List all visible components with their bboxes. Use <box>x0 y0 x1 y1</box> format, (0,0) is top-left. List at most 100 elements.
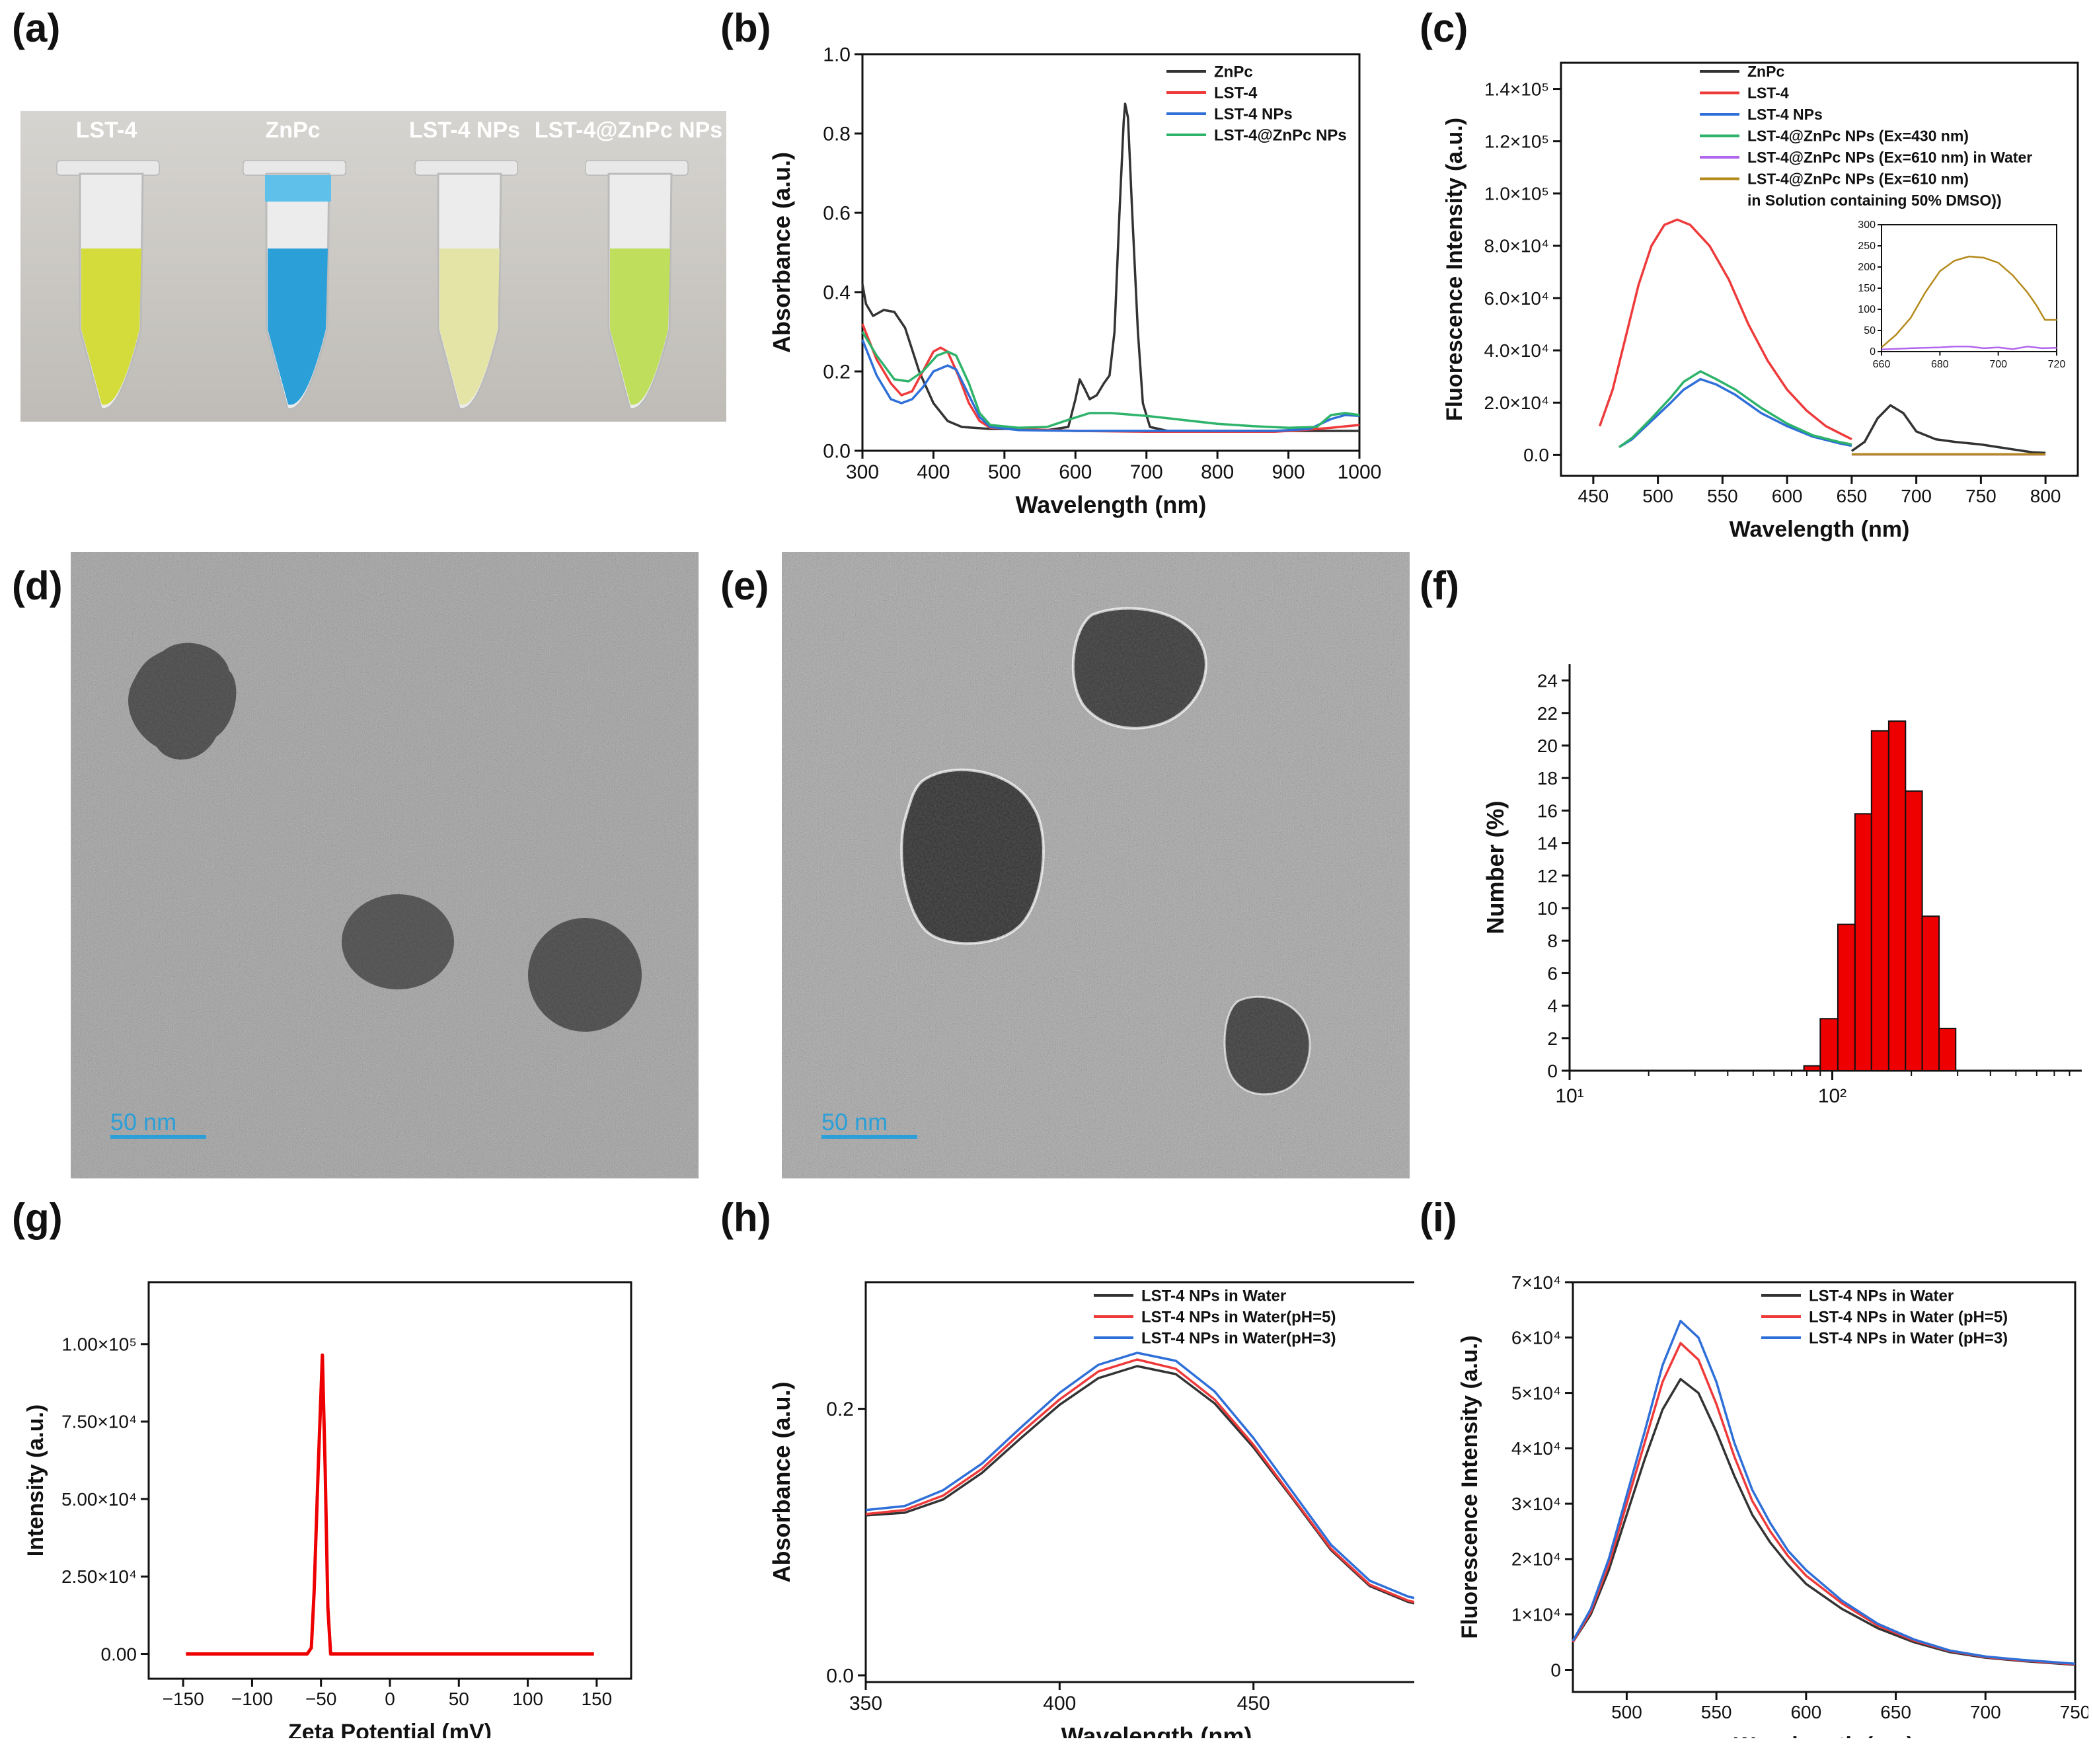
inset-x-tick-label: 680 <box>1931 359 1949 370</box>
panel-label-e: (e) <box>720 564 769 608</box>
inset-x-tick-label: 700 <box>1989 359 2007 370</box>
legend-label: LST-4 NPs in Water <box>1809 1287 1954 1305</box>
absorbance-chart-b: 300 400 500 600 700 800 900 1000 0.0 0.2 0.4 0.6 0.8… <box>768 44 1382 519</box>
y-tick-label: 4 <box>1547 996 1558 1016</box>
y-tick-label: 2 <box>1547 1028 1558 1049</box>
legend-label: LST-4@ZnPc NPs (Ex=610 nm) <box>1747 171 1969 188</box>
panel-label-a: (a) <box>12 6 61 50</box>
x-tick-label: 700 <box>1901 486 1932 506</box>
series-line <box>861 331 1360 429</box>
legend-label: LST-4 NPs in Water (pH=3) <box>1809 1329 2008 1347</box>
y-tick-label: 0.0 <box>1523 445 1549 465</box>
tube-cap-blue <box>265 175 331 202</box>
x-tick-label: 150 <box>581 1689 612 1709</box>
plot-frame <box>1560 61 2079 477</box>
tem-image-e: 50 nm <box>782 552 1410 1178</box>
x-tick-label: 800 <box>1201 461 1234 483</box>
series-line <box>865 1352 1414 1599</box>
tube-liquid <box>268 249 328 405</box>
y-tick-label: 8.0×10⁴ <box>1484 236 1549 256</box>
histogram-bar <box>1905 790 1923 1071</box>
histogram-bar <box>1938 1028 1957 1071</box>
x-tick-label: 500 <box>1611 1702 1642 1722</box>
x-tick-label: 700 <box>1130 461 1163 483</box>
x-tick-label: −150 <box>163 1689 204 1709</box>
inset-y-tick-label: 100 <box>1858 304 1876 315</box>
x-tick-label: 300 <box>846 461 879 483</box>
tube-liquid <box>610 249 670 405</box>
y-tick-label: 8 <box>1547 931 1558 951</box>
y-tick-label: 1.0 <box>823 44 851 66</box>
x-tick-label: 600 <box>1790 1702 1821 1722</box>
panel-label-f: (f) <box>1420 564 1459 608</box>
x-axis-label: Wavelength (nm) <box>1016 491 1207 518</box>
x-axis-label: Wavelength (nm) <box>1730 517 1910 542</box>
x-tick-label: 1000 <box>1338 461 1382 483</box>
histogram-bar <box>1837 923 1856 1071</box>
histogram-bar <box>1870 730 1889 1072</box>
particle <box>342 894 454 989</box>
y-tick-label: 0.6 <box>823 203 851 225</box>
x-tick-label: 600 <box>1772 486 1803 506</box>
inset-x-tick-label: 660 <box>1873 359 1891 370</box>
y-tick-label: 5.00×10⁴ <box>61 1489 137 1510</box>
x-tick-label: 550 <box>1707 486 1738 506</box>
y-tick-label: 5×10⁴ <box>1511 1383 1561 1403</box>
particle <box>128 642 237 760</box>
legend-label: LST-4@ZnPc NPs <box>1214 126 1347 144</box>
x-tick-label: 650 <box>1837 486 1868 506</box>
y-tick-label: 0.2 <box>823 362 851 383</box>
x-tick-label: 650 <box>1880 1702 1911 1722</box>
x-axis-label: Wavelength (nm) <box>1061 1722 1252 1738</box>
series-line <box>1618 377 1852 448</box>
series-line <box>1881 346 2057 351</box>
plot-frame <box>861 53 1361 452</box>
x-tick-label: 600 <box>1059 461 1092 483</box>
x-tick-label: −100 <box>231 1689 273 1709</box>
y-axis-label: Fluorescence Intensity (a.u.) <box>1457 1335 1482 1638</box>
legend-label: LST-4 NPs <box>1214 105 1293 123</box>
inset-x-tick-label: 720 <box>2048 359 2066 370</box>
scale-bar-label: 50 nm <box>110 1108 176 1135</box>
x-tick-label: 10³ <box>2080 1085 2082 1107</box>
series-line <box>1572 1377 2076 1666</box>
tubes-photo: LST-4 ZnPc LST-4 NPs LST-4@ZnPc NPs <box>20 111 726 422</box>
y-axis-label: Number (%) <box>1482 800 1509 934</box>
x-tick-label: 550 <box>1701 1702 1732 1722</box>
legend-label: ZnPc <box>1747 63 1784 80</box>
tube-label: LST-4 <box>76 118 137 143</box>
panel-label-h: (h) <box>720 1196 771 1240</box>
x-tick-label: −50 <box>305 1689 337 1709</box>
legend-label: LST-4 NPs <box>1747 106 1823 123</box>
y-tick-label: 1.0×10⁵ <box>1484 184 1549 204</box>
legend-label: LST-4 NPs in Water <box>1141 1287 1286 1305</box>
y-tick-label: 1.00×10⁵ <box>61 1334 137 1355</box>
inset-y-tick-label: 250 <box>1858 241 1876 252</box>
series-line <box>1850 404 2046 454</box>
legend-label: LST-4 NPs in Water (pH=5) <box>1809 1308 2008 1326</box>
particle <box>528 918 642 1032</box>
x-tick-label: 450 <box>1237 1693 1270 1714</box>
y-tick-label: 6.0×10⁴ <box>1484 288 1549 309</box>
y-tick-label: 2.0×10⁴ <box>1484 393 1549 413</box>
inset-y-tick-label: 50 <box>1864 325 1876 336</box>
plot-frame <box>1572 1281 2076 1693</box>
y-tick-label: 1.4×10⁵ <box>1484 79 1549 99</box>
fluorescence-chart-i: 500 550 600 650 700 750 0 1×10⁴ 2×10⁴ 3×10⁴ 4×10⁴ 5… <box>1457 1272 2088 1738</box>
size-histogram-f: 10¹10²10³024681012141618202224Size (nm)N… <box>1482 664 2082 1117</box>
y-tick-label: 10 <box>1537 898 1558 919</box>
x-tick-label: 750 <box>1965 486 1997 506</box>
histogram-bar <box>1887 720 1907 1072</box>
series-line <box>1572 1319 2076 1666</box>
y-tick-label: 0 <box>1550 1660 1561 1680</box>
series-line <box>186 1353 594 1656</box>
histogram-bar <box>1921 915 1940 1071</box>
inset-y-tick-label: 300 <box>1858 219 1876 231</box>
series-line <box>1618 370 1852 448</box>
plot-frame <box>864 1281 1414 1683</box>
y-tick-label: 2.50×10⁴ <box>61 1566 137 1587</box>
x-tick-label: 700 <box>1970 1702 2001 1722</box>
fluorescence-chart-c: 450 500 550 600 650 700 750 8000.02.0×10⁴4.0×10… <box>1442 61 2079 542</box>
x-tick-label: 100 <box>512 1689 543 1709</box>
